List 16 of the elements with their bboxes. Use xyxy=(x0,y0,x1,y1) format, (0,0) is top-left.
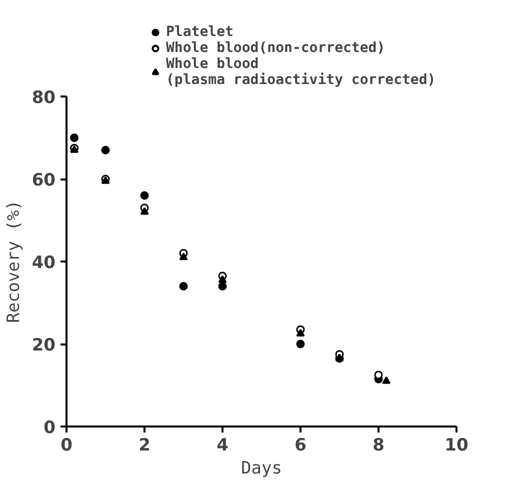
x-tick-label: 0 xyxy=(60,436,73,456)
x-tick-label: 10 xyxy=(444,436,468,456)
legend-label: Platelet xyxy=(166,24,234,40)
x-tick-label: 2 xyxy=(138,436,150,456)
x-tick-label: 8 xyxy=(372,436,384,456)
x-tick-label: 4 xyxy=(216,436,229,456)
y-tick-label: 80 xyxy=(32,88,56,108)
legend-label: Whole blood(non-corrected) xyxy=(166,40,386,56)
y-tick-label: 60 xyxy=(32,170,56,190)
y-axis-title: Recovery (%) xyxy=(4,200,24,323)
legend-label: Whole blood (plasma radioactivity corrected) xyxy=(166,56,436,88)
x-tick-label: 6 xyxy=(294,436,306,456)
x-axis-title: Days xyxy=(241,458,282,478)
y-tick-label: 20 xyxy=(32,336,56,356)
y-tick-label: 0 xyxy=(44,418,56,438)
y-tick-label: 40 xyxy=(32,253,56,273)
